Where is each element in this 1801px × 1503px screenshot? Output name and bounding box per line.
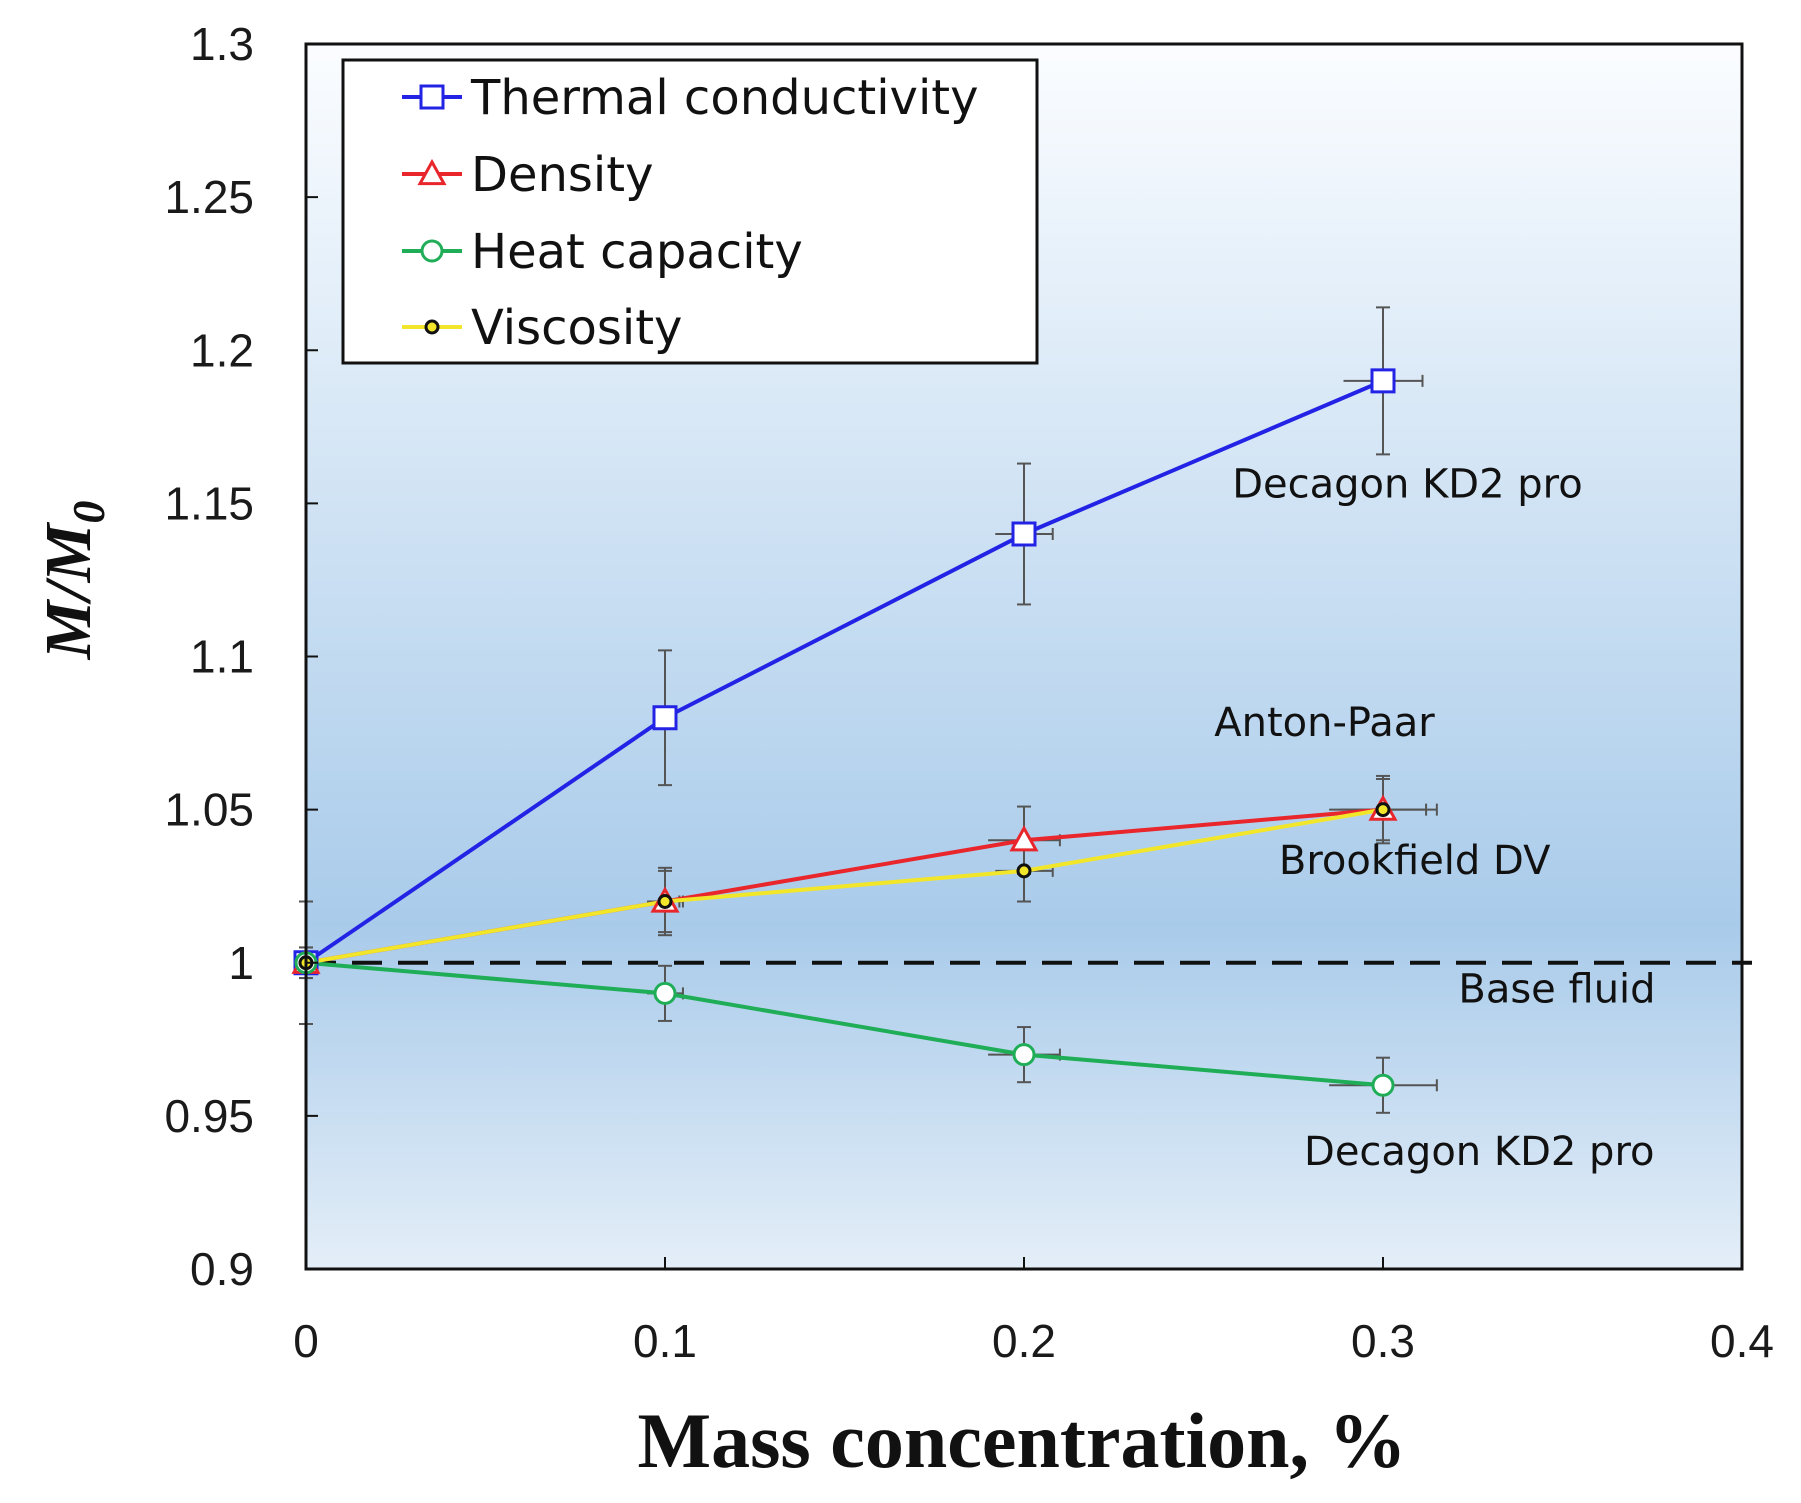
series-layer [304, 379, 1384, 1088]
viscosity-point [1375, 802, 1391, 818]
y-axis-label: M/M0 [32, 501, 114, 661]
annotation-decagon-kd2-pro: Decagon KD2 pro [1232, 461, 1582, 507]
legend: Thermal conductivity Density Heat capacity… [341, 58, 1039, 365]
thermal-conductivity-point [652, 705, 678, 731]
x-tick-label: 0.1 [633, 1315, 697, 1367]
density-point [1009, 825, 1039, 852]
y-tick-label: 0.95 [164, 1090, 254, 1142]
x-tick-label: 0.4 [1710, 1315, 1774, 1367]
y-axis-label-subscript: 0 [63, 501, 114, 524]
legend-heat-capacity-marker [420, 239, 444, 263]
y-axis-label-main: M/M [32, 521, 105, 660]
x-axis: 0 0.1 0.2 0.3 0.4 [293, 1257, 1774, 1367]
x-tick-label: 0 [293, 1315, 319, 1367]
y-tick-label: 1 [228, 937, 254, 989]
x-tick-label: 0.2 [992, 1315, 1056, 1367]
legend-heat-capacity-label: Heat capacity [471, 224, 803, 280]
thermal-conductivity-line [304, 379, 1384, 965]
legend-entries: Thermal conductivity Density Heat capacity… [402, 70, 979, 356]
y-tick-label: 1.2 [190, 324, 254, 376]
y-tick-label: 1.15 [164, 477, 254, 529]
legend-density-marker [417, 158, 447, 186]
annotation-base-fluid: Base fluid [1458, 967, 1655, 1013]
legend-viscosity-label: Viscosity [471, 300, 682, 356]
y-tick-label: 1.1 [190, 631, 254, 683]
legend-viscosity-marker [424, 319, 440, 335]
heat-capacity-point [1371, 1073, 1395, 1097]
heat-capacity-point [1012, 1043, 1036, 1067]
annotations: Decagon KD2 pro Anton-Paar Brookfield DV Ba… [1214, 461, 1655, 1175]
annotation-anton-paar: Anton-Paar [1214, 700, 1435, 746]
viscosity-point [1016, 863, 1032, 879]
y-tick-label: 1.3 [190, 18, 254, 70]
viscosity-line [305, 807, 1384, 965]
y-tick-label: 1.25 [164, 171, 254, 223]
heat-capacity-line [305, 960, 1384, 1088]
x-axis-label: Mass concentration, % [637, 1397, 1406, 1484]
thermal-conductivity-point [1011, 521, 1037, 547]
heat-capacity-point [653, 981, 677, 1005]
legend-density-label: Density [471, 147, 653, 203]
y-tick-label: 1.05 [164, 784, 254, 836]
y-tick-label: 0.9 [190, 1243, 254, 1295]
legend-thermal-conductivity-label: Thermal conductivity [470, 70, 979, 126]
y-axis: 0.9 0.95 1 1.05 1.1 1.15 1.2 1.25 1.3 [164, 18, 318, 1295]
legend-thermal-conductivity-marker [419, 84, 445, 110]
legend-box [341, 58, 1039, 365]
thermal-conductivity-point [1370, 368, 1396, 394]
x-tick-label: 0.3 [1351, 1315, 1415, 1367]
annotation-decagon-kd2-pro: Decagon KD2 pro [1304, 1129, 1654, 1175]
annotation-brookfield-dv: Brookfield DV [1279, 838, 1551, 884]
viscosity-point [657, 894, 673, 909]
marker-layer [291, 368, 1398, 1097]
